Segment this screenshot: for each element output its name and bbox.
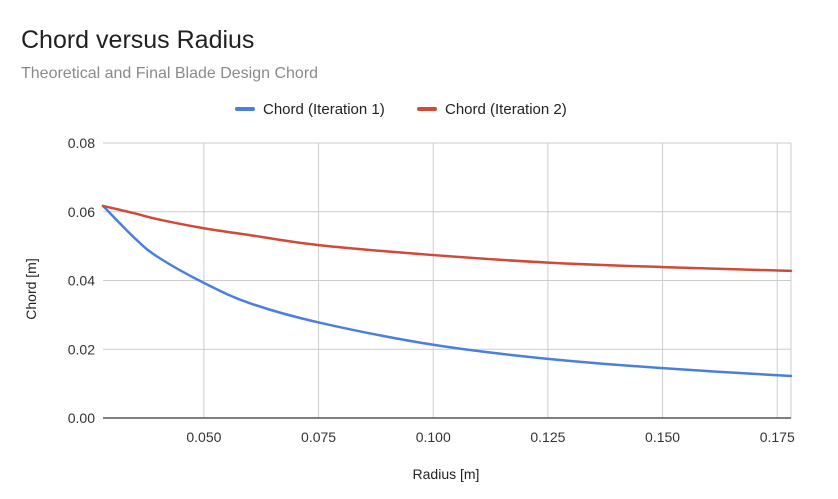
legend-swatch-iteration-1: [235, 107, 255, 111]
x-tick-label: 0.050: [186, 429, 221, 445]
y-tick-label: 0.08: [68, 135, 95, 151]
grid: [103, 142, 792, 418]
x-tick-label: 0.150: [645, 429, 680, 445]
legend-label-iteration-2: Chord (Iteration 2): [445, 100, 567, 118]
chart-subtitle: Theoretical and Final Blade Design Chord: [21, 65, 319, 82]
y-tick-label: 0.00: [68, 410, 95, 426]
x-tick-label: 0.175: [760, 429, 795, 445]
legend-label-iteration-1: Chord (Iteration 1): [263, 100, 385, 118]
legend-swatch-iteration-2: [417, 107, 437, 111]
y-tick-label: 0.02: [68, 341, 95, 357]
legend-item-iteration-2[interactable]: Chord (Iteration 2): [417, 100, 567, 118]
series-line-iteration-1[interactable]: [101, 204, 793, 378]
legend: Chord (Iteration 1) Chord (Iteration 2): [0, 100, 838, 118]
x-axis-title: Radius [m]: [413, 466, 480, 482]
x-tick-label: 0.125: [530, 429, 565, 445]
tick-labels: 0.00 0.02 0.04 0.06 0.08 0.050 0.075 0.100 0.125…: [68, 135, 795, 445]
x-tick-label: 0.100: [416, 429, 451, 445]
chart-title: Chord versus Radius: [21, 26, 255, 54]
series-line-iteration-2[interactable]: [101, 204, 793, 273]
y-axis-title: Chord [m]: [23, 258, 39, 319]
x-tick-label: 0.075: [301, 429, 336, 445]
legend-item-iteration-1[interactable]: Chord (Iteration 1): [235, 100, 385, 118]
y-tick-label: 0.06: [68, 204, 95, 220]
series-lines: [101, 204, 793, 378]
y-tick-label: 0.04: [68, 273, 95, 289]
